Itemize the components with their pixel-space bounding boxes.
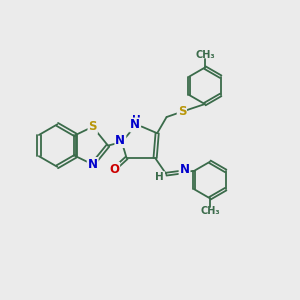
Text: S: S [88,120,97,133]
Text: N: N [116,134,125,147]
Text: N: N [130,118,140,131]
Text: O: O [109,163,119,176]
Text: CH₃: CH₃ [195,50,215,60]
Text: H: H [132,115,141,125]
Text: N: N [180,163,190,176]
Text: S: S [178,105,186,118]
Text: H: H [155,172,164,182]
Text: N: N [88,158,98,171]
Text: CH₃: CH₃ [200,206,220,216]
